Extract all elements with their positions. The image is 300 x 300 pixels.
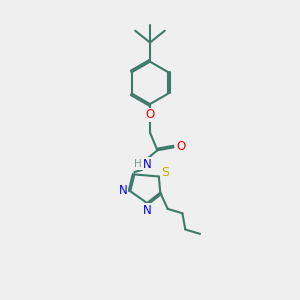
Text: N: N xyxy=(143,204,152,217)
Text: N: N xyxy=(143,158,152,171)
Text: H: H xyxy=(134,159,142,170)
Text: O: O xyxy=(176,140,185,153)
Text: S: S xyxy=(161,167,169,179)
Text: N: N xyxy=(118,184,127,197)
Text: O: O xyxy=(146,109,154,122)
